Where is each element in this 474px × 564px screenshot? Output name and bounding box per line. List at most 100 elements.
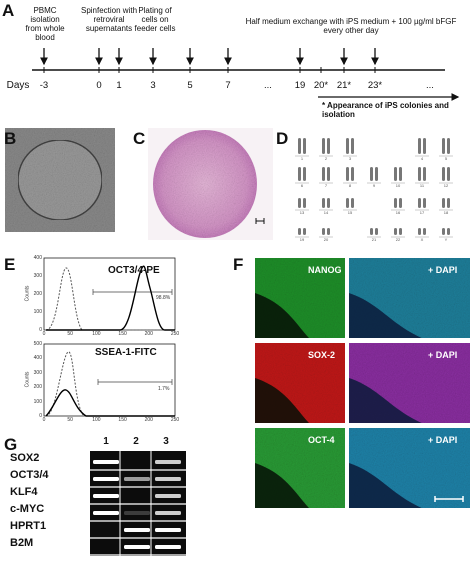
- x-tick-label: 150: [118, 417, 127, 423]
- band: [124, 528, 150, 532]
- chromosome: [442, 198, 445, 208]
- chromosome: [447, 228, 450, 235]
- control-curve: [45, 267, 175, 331]
- chromosome-number: 10: [395, 183, 401, 188]
- chromosome: [447, 138, 450, 154]
- chromosome: [370, 167, 373, 181]
- chromosome: [370, 228, 373, 235]
- lane-label: 1: [103, 436, 109, 447]
- chromosome-number: 5: [444, 156, 448, 161]
- day-label: 5: [187, 80, 193, 91]
- band: [124, 545, 150, 549]
- chromosome: [394, 198, 397, 208]
- chromosome: [346, 138, 349, 154]
- chromosome: [298, 228, 301, 235]
- chromosome: [298, 198, 301, 208]
- y-tick-label: 0: [39, 413, 42, 419]
- chromosome: [351, 198, 354, 208]
- panel-label: A: [2, 1, 15, 20]
- y-tick-label: 500: [33, 341, 42, 347]
- chromosome: [303, 167, 306, 181]
- chromosome-number: X: [420, 237, 424, 242]
- chromosome-number: Y: [444, 237, 448, 242]
- chromosome: [423, 167, 426, 181]
- graphics: [5, 48, 470, 556]
- chromosome: [327, 198, 330, 208]
- chromosome: [303, 138, 306, 154]
- chromosome: [303, 228, 306, 235]
- chromosome: [442, 228, 445, 235]
- band: [93, 511, 119, 515]
- event-label: Plating of cells on feeder cells: [134, 6, 176, 33]
- axis-label: Days: [6, 80, 30, 91]
- chromosome-number: 18: [443, 210, 449, 215]
- day-label: 7: [225, 80, 231, 91]
- x-tick-label: 100: [92, 331, 101, 337]
- panel-label: G: [4, 435, 18, 454]
- marker-label: OCT3/4-PE: [108, 265, 160, 276]
- dark-region: [255, 293, 309, 338]
- band: [93, 477, 119, 481]
- x-tick-label: 100: [92, 417, 101, 423]
- gene-label: c-MYC: [10, 503, 45, 515]
- y-tick-label: 400: [33, 355, 42, 362]
- gate: [92, 289, 173, 295]
- day-label: 0: [96, 80, 102, 91]
- chromosome-number: 4: [420, 156, 424, 161]
- chromosome: [418, 198, 421, 208]
- stain-label: SOX-2: [308, 350, 336, 360]
- day-label: ...: [426, 80, 434, 91]
- stain-label: + DAPI: [428, 350, 458, 360]
- gate: [97, 379, 173, 385]
- scale-bar: [434, 496, 464, 502]
- chromosome-number: 15: [347, 210, 353, 215]
- colony: [17, 139, 103, 221]
- chromosome: [303, 198, 306, 208]
- day-label: 20*: [313, 80, 329, 91]
- chromosome: [399, 167, 402, 181]
- panel-label: C: [133, 129, 146, 148]
- chromosome-number: 20: [323, 237, 329, 242]
- gene-label: B2M: [10, 537, 34, 549]
- gate-label: 98.8%: [156, 295, 171, 301]
- chromosome-number: 9: [372, 183, 376, 188]
- event-label: Half medium exchange with iPS medium + 1…: [245, 17, 457, 35]
- band: [124, 511, 150, 515]
- dark-region: [349, 378, 422, 423]
- event-label: Spinfection with retroviral supernatants: [80, 6, 138, 33]
- chromosome-number: 19: [299, 237, 305, 242]
- control-curve: [45, 351, 175, 417]
- x-tick-label: 200: [144, 331, 153, 337]
- note: * Appearance of iPS colonies and isolati…: [322, 101, 449, 119]
- dark-region: [349, 463, 422, 508]
- dark-region: [349, 293, 422, 338]
- chromosome-number: 11: [419, 183, 425, 188]
- band: [155, 460, 181, 464]
- day-label: 1: [116, 80, 122, 91]
- gene-label: OCT3/4: [10, 469, 49, 481]
- x-tick-label: 200: [144, 417, 153, 423]
- chromosome: [351, 138, 354, 154]
- chromosome-number: 17: [419, 210, 425, 215]
- x-tick-label: 0: [42, 417, 46, 423]
- chromosome-number: 14: [323, 210, 329, 215]
- day-label: -3: [39, 80, 49, 91]
- band: [93, 494, 119, 498]
- chromosome: [346, 167, 349, 181]
- marker-label: SSEA-1-FITC: [95, 347, 157, 358]
- band: [155, 494, 181, 498]
- chromosome-number: 16: [395, 210, 401, 215]
- x-tick-label: 50: [67, 417, 73, 423]
- chromosome: [375, 228, 378, 235]
- chromosome: [394, 167, 397, 181]
- chromosome: [375, 167, 378, 181]
- band: [93, 460, 119, 464]
- sample-curve: [45, 389, 175, 417]
- band: [124, 477, 150, 481]
- stain-label: + DAPI: [428, 265, 458, 275]
- stain-label: OCT-4: [308, 435, 335, 445]
- panel-label: D: [276, 129, 289, 148]
- y-tick-label: 300: [33, 273, 42, 279]
